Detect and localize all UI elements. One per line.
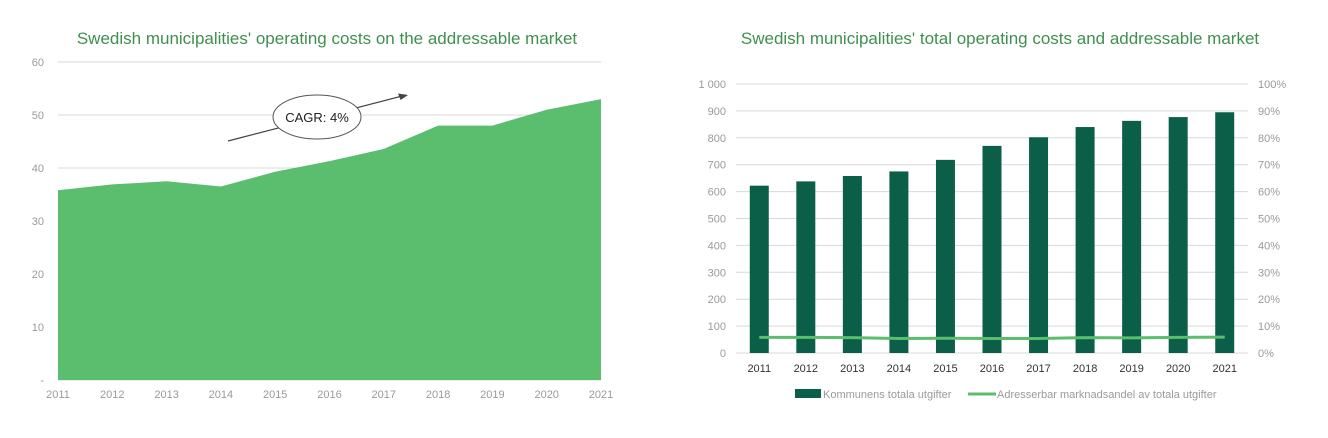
bar-right-tick-label: 100% (1258, 79, 1286, 91)
area-y-tick-label: 30 (32, 216, 44, 228)
cagr-arrow-head (398, 93, 408, 100)
bar-x-tick-label: 2016 (980, 363, 1004, 375)
bar (842, 175, 862, 353)
area-x-tick-label: 2016 (317, 389, 341, 401)
bar (1122, 120, 1142, 353)
bar (935, 159, 955, 353)
cagr-annotation: CAGR: 4% (227, 93, 408, 142)
bar-x-tick-label: 2015 (933, 363, 957, 375)
bar-right-tick-label: 90% (1258, 106, 1280, 118)
bar-right-tick-label: 30% (1258, 267, 1280, 279)
bar-left-tick-label: 1 000 (698, 79, 726, 91)
bar-x-tick-label: 2019 (1119, 363, 1143, 375)
bar-left-tick-label: 700 (708, 160, 726, 172)
bar-x-tick-label: 2012 (794, 363, 818, 375)
bar-left-tick-label: 400 (708, 240, 726, 252)
bar-right-tick-label: 20% (1258, 294, 1280, 306)
bar (1215, 112, 1235, 354)
area-x-tick-label: 2017 (372, 389, 396, 401)
bar (889, 171, 909, 353)
bar (796, 181, 816, 353)
legend-swatch-bars (795, 389, 821, 398)
bar-chart-right-axis: 0% 10% 20% 30% 40% 50% 60% 70% 80% 90% 100% (1258, 79, 1286, 360)
bar-chart-title: Swedish municipalities' total operating … (741, 29, 1260, 48)
area-chart: Swedish municipalities' operating costs … (32, 29, 613, 401)
bar-left-tick-label: 0 (720, 348, 726, 360)
bar-left-tick-label: 600 (708, 187, 726, 199)
bar-series (749, 112, 1235, 354)
area-y-tick-label: 20 (32, 269, 44, 281)
bar (1168, 117, 1188, 353)
bar-left-tick-label: 500 (708, 214, 726, 226)
cagr-label: CAGR: 4% (285, 110, 349, 125)
bar-left-tick-label: 200 (708, 294, 726, 306)
share-line-series (759, 335, 1225, 340)
bar-x-tick-label: 2013 (840, 363, 864, 375)
bar (982, 145, 1002, 353)
area-x-tick-label: 2018 (426, 389, 450, 401)
area-y-tick-label: 60 (32, 57, 44, 69)
bar-right-tick-label: 40% (1258, 240, 1280, 252)
bar-right-tick-label: 50% (1258, 214, 1280, 226)
area-series (58, 99, 601, 380)
bar (1029, 137, 1049, 353)
area-y-tick-label: 10 (32, 322, 44, 334)
bar-x-tick-label: 2021 (1212, 363, 1236, 375)
bar-chart-left-axis: 0 100 200 300 400 500 600 700 800 900 1 000 (698, 79, 726, 360)
legend-label-line: Adresserbar marknadsandel av totala utgi… (997, 389, 1217, 401)
area-x-tick-label: 2020 (534, 389, 558, 401)
bar-left-tick-label: 100 (708, 321, 726, 333)
bar-right-tick-label: 80% (1258, 133, 1280, 145)
area-chart-title: Swedish municipalities' operating costs … (77, 29, 578, 48)
bar-x-tick-label: 2020 (1166, 363, 1190, 375)
bar-chart-x-axis: 2011 2012 2013 2014 2015 2016 2017 2018 2019 2020… (747, 363, 1237, 375)
bar-line-chart: Swedish municipalities' total operating … (698, 29, 1286, 401)
area-x-tick-label: 2015 (263, 389, 287, 401)
bar (1075, 127, 1095, 353)
area-y-tick-label: 50 (32, 110, 44, 122)
bar-left-tick-label: 800 (708, 133, 726, 145)
cagr-ellipse (272, 94, 362, 140)
area-y-tick-label: 40 (32, 163, 44, 175)
bar-left-tick-label: 300 (708, 267, 726, 279)
area-x-tick-label: 2014 (209, 389, 233, 401)
bar-x-tick-label: 2018 (1073, 363, 1097, 375)
bar (749, 185, 769, 353)
bar-right-tick-label: 10% (1258, 321, 1280, 333)
bar-chart-legend: Kommunens totala utgifter Adresserbar ma… (795, 389, 1217, 401)
area-chart-x-axis: 2011 2012 2013 2014 2015 2016 2017 2018 2019 2020… (46, 389, 613, 401)
bar-x-tick-label: 2014 (887, 363, 911, 375)
area-x-tick-label: 2021 (589, 389, 613, 401)
bar-right-tick-label: 70% (1258, 160, 1280, 172)
area-y-tick-label: - (40, 375, 44, 387)
bar-right-tick-label: 0% (1258, 348, 1274, 360)
bar-x-tick-label: 2011 (747, 363, 771, 375)
area-chart-y-axis: - 10 20 30 40 50 60 (32, 57, 45, 387)
area-x-tick-label: 2019 (480, 389, 504, 401)
legend-label-bars: Kommunens totala utgifter (823, 389, 952, 401)
area-x-tick-label: 2011 (46, 389, 70, 401)
bar-left-tick-label: 900 (708, 106, 726, 118)
bar-x-tick-label: 2017 (1026, 363, 1050, 375)
area-x-tick-label: 2012 (100, 389, 124, 401)
area-x-tick-label: 2013 (154, 389, 178, 401)
bar-right-tick-label: 60% (1258, 187, 1280, 199)
